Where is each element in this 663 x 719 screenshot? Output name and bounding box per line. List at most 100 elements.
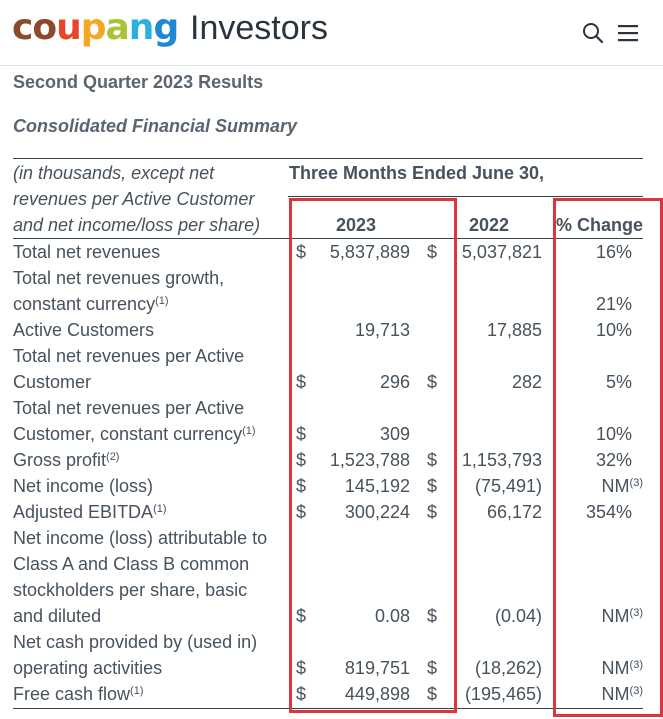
value-2022: (195,465) [464, 684, 542, 704]
value-2023: 1,523,788 [329, 450, 410, 470]
currency-symbol: $ [296, 606, 307, 626]
column-header-2022: 2022 [468, 215, 510, 235]
period-header: Three Months Ended June 30, [289, 163, 545, 183]
logo-letter: g [153, 7, 179, 48]
value-2023: 449,898 [344, 684, 410, 704]
currency-symbol: $ [427, 606, 438, 626]
value-2022: 282 [511, 372, 542, 392]
pct-change-value: 16% [595, 242, 632, 262]
header-underline [13, 238, 643, 239]
currency-symbol: $ [296, 684, 307, 704]
currency-symbol: $ [427, 502, 438, 522]
currency-symbol: $ [427, 242, 438, 262]
footnote-marker: (3) [629, 607, 643, 619]
column-header-2023: 2023 [335, 215, 377, 235]
row-label: and diluted [13, 606, 102, 626]
footnote-marker: (1) [153, 503, 167, 515]
row-label: Gross profit(2) [13, 450, 120, 470]
row-label: Net cash provided by (used in) [13, 632, 258, 652]
row-label: Total net revenues per Active [13, 398, 245, 418]
table-caption-line: revenues per Active Customer [13, 189, 255, 209]
value-2023: 300,224 [344, 502, 410, 522]
currency-symbol: $ [296, 476, 307, 496]
value-2023: 145,192 [344, 476, 410, 496]
table-caption-line: (in thousands, except net [13, 163, 215, 183]
value-2023: 0.08 [374, 606, 410, 626]
row-label: Class A and Class B common [13, 554, 250, 574]
value-2023: 5,837,889 [329, 242, 410, 262]
value-2022: (18,262) [474, 658, 542, 678]
highlight-box-pct-change [553, 198, 663, 717]
row-label: Active Customers [13, 320, 155, 340]
currency-symbol: $ [427, 684, 438, 704]
value-2022: 17,885 [486, 320, 542, 340]
summary-title: Consolidated Financial Summary [13, 116, 298, 136]
value-2023: 296 [379, 372, 410, 392]
currency-symbol: $ [427, 658, 438, 678]
currency-symbol: $ [296, 658, 307, 678]
logo-letter: n [128, 7, 155, 48]
table-bottom-rule [13, 708, 643, 709]
footnote-marker: (3) [629, 477, 643, 489]
column-header-pct-change: % Change [556, 215, 644, 235]
row-label: constant currency(1) [13, 294, 169, 314]
hamburger-menu-icon[interactable] [617, 24, 639, 42]
row-label: Net income (loss) [13, 476, 154, 496]
currency-symbol: $ [296, 372, 307, 392]
row-label: Total net revenues growth, [13, 268, 225, 288]
row-label: Customer [13, 372, 92, 392]
pct-change-value: NM(3) [601, 684, 643, 704]
pct-change-value: NM(3) [601, 606, 643, 626]
footnote-marker: (1) [242, 425, 256, 437]
brand-suffix: Investors [190, 9, 328, 47]
row-label: Total net revenues per Active [13, 346, 245, 366]
table-top-rule [13, 158, 643, 159]
value-2022: 1,153,793 [461, 450, 542, 470]
period-underline [288, 196, 643, 197]
footnote-marker: (3) [629, 685, 643, 697]
pct-change-value: 5% [605, 372, 632, 392]
currency-symbol: $ [296, 424, 307, 444]
value-2022: (75,491) [474, 476, 542, 496]
row-label: stockholders per share, basic [13, 580, 248, 600]
pct-change-value: NM(3) [601, 476, 643, 496]
value-2022: 66,172 [486, 502, 542, 522]
value-2022: (0.04) [494, 606, 542, 626]
highlight-box-2023 [289, 198, 457, 713]
report-title: Second Quarter 2023 Results [13, 72, 264, 92]
row-label: Adjusted EBITDA(1) [13, 502, 167, 522]
row-label: Total net revenues [13, 242, 161, 262]
footnote-marker: (1) [155, 295, 169, 307]
row-label: Customer, constant currency(1) [13, 424, 256, 444]
currency-symbol: $ [296, 502, 307, 522]
search-icon[interactable] [582, 22, 604, 44]
logo-letter: a [105, 7, 130, 48]
row-label: operating activities [13, 658, 163, 678]
value-2023: 309 [379, 424, 410, 444]
value-2022: 5,037,821 [461, 242, 542, 262]
currency-symbol: $ [427, 372, 438, 392]
logo-letter: p [80, 7, 107, 48]
currency-symbol: $ [427, 476, 438, 496]
coupang-logo[interactable]: coupang [12, 6, 179, 50]
currency-symbol: $ [296, 242, 307, 262]
row-label: Net income (loss) attributable to [13, 528, 268, 548]
logo-letter: o [32, 7, 57, 48]
pct-change-value: 10% [595, 424, 632, 444]
footnote-marker: (3) [629, 659, 643, 671]
site-header: coupang Investors [0, 0, 663, 66]
value-2023: 19,713 [354, 320, 410, 340]
currency-symbol: $ [427, 450, 438, 470]
value-2023: 819,751 [344, 658, 410, 678]
row-label: Free cash flow(1) [13, 684, 144, 704]
table-caption-line: and net income/loss per share) [13, 215, 261, 235]
pct-change-value: 32% [595, 450, 632, 470]
pct-change-value: 10% [595, 320, 632, 340]
currency-symbol: $ [296, 450, 307, 470]
pct-change-value: 21% [595, 294, 632, 314]
footnote-marker: (1) [130, 685, 144, 697]
logo-letter: u [56, 7, 82, 48]
pct-change-value: 354% [585, 502, 632, 522]
logo-letter: c [12, 7, 33, 48]
footnote-marker: (2) [106, 451, 120, 463]
